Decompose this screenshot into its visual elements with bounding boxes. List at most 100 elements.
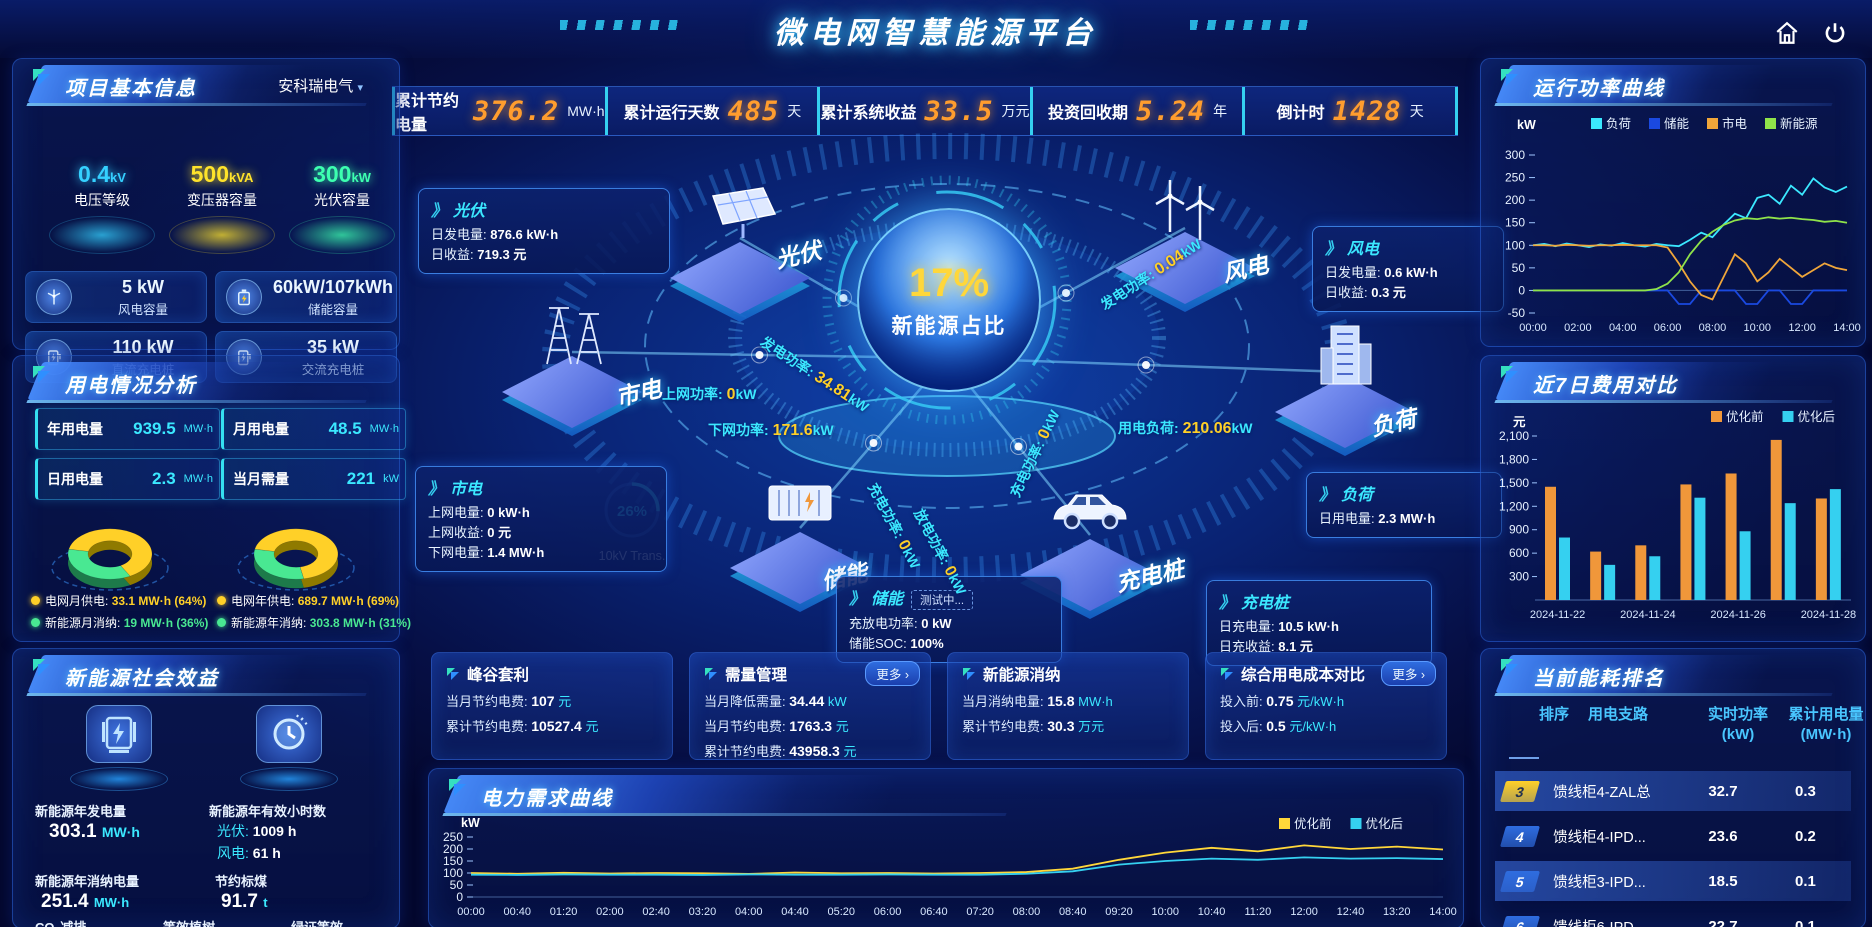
kpi-value: 5.24 [1136,95,1206,127]
svg-text:04:00: 04:00 [735,906,763,918]
power-button[interactable] [1816,14,1854,52]
svg-text:05:20: 05:20 [828,906,856,918]
svg-text:2024-11-24: 2024-11-24 [1620,609,1675,621]
battery-icon [226,279,262,315]
usage-stat-value: 48.5 [328,419,362,438]
kpi-stats-bar: 累计节约电量 376.2 MW·h 累计运行天数 485 天累计系统收益 33.5 万元 投资回… [392,86,1458,136]
card-row: 累计节约电费: 30.3 万元 [962,718,1105,734]
rank-col-header-0: 排序 [1538,706,1569,723]
svg-text:新能源: 新能源 [1780,116,1818,131]
podium-label: 变压器容量 [187,192,257,208]
benefit-icon-0 [59,705,179,791]
panel-corner-icon [1501,366,1518,383]
svg-text:250: 250 [1505,171,1525,185]
svg-text:06:00: 06:00 [874,906,902,918]
svg-text:00:40: 00:40 [504,906,532,918]
realtime-power: 23.6 [1708,827,1738,845]
usage-stat-value: 221 [346,469,376,488]
table-row[interactable]: 4 馈线柜4-IPD... 23.6 0.2 [1495,816,1851,856]
card-corner-icon [705,668,717,680]
donut-legend-item-3: 新能源年消纳: 303.8 MW·h (31%) [217,614,411,631]
total-energy: 0.1 [1795,872,1816,890]
svg-text:1,200: 1,200 [1499,499,1529,513]
svg-text:2,100: 2,100 [1499,429,1529,443]
building-icon [1307,318,1383,399]
donut-legend-item-0: 电网月供电: 33.1 MW·h (64%) [31,592,206,609]
card-corner-icon [963,668,975,680]
kpi-label: 累计节约电量 [395,93,460,134]
svg-text:08:40: 08:40 [1059,906,1087,918]
kpi-unit: MW·h [567,103,605,119]
svg-text:元: 元 [1513,415,1526,429]
tile-value: 60kW/107kWh [272,276,394,297]
kpi-label: 投资回收期 [1048,105,1129,122]
new-energy-ratio-orb: 17% 新能源占比 [857,208,1041,392]
kpi-value: 33.5 [924,95,994,127]
node-solar: 光伏 [665,178,824,322]
usage-stat-value: 939.5 [133,419,176,438]
podium-value: 0.4kV [78,161,126,187]
svg-text:50: 50 [450,878,464,892]
panel-demand-curve: 电力需求曲线 kW 250 200 150 100 50 0 00:00 00:40 01:20 0… [428,768,1464,927]
chevron-down-icon: ▾ [357,82,363,94]
info-box-row: 日收益: 719.3 元 [431,247,527,262]
kpi-item-1: 累计运行天数 485 天 [604,87,818,135]
info-box-风电: 》风电 日发电量: 0.6 kW·h 日收益: 0.3 元 [1312,226,1504,312]
benefit-gen-value: 303.1 MW·h [49,821,140,842]
info-box-row: 日发电量: 876.6 kW·h [431,227,559,242]
svg-text:12:40: 12:40 [1337,906,1365,918]
podium-label: 光伏容量 [314,192,370,208]
benefit-b-value-0: 251.4 MW·h [41,891,130,912]
card-2: 新能源消纳 当月消纳电量: 15.8 MW·h 累计节约电费: 30.3 万元 [947,652,1189,760]
svg-text:150: 150 [443,854,463,868]
node-container: 储能 [725,468,875,612]
info-box-row: 上网收益: 0 元 [428,525,512,540]
benefit-icon-1 [229,705,349,791]
tile-label: 风电容量 [117,302,168,317]
card-title: 新能源消纳 [962,663,1174,685]
page-title: 微电网智慧能源平台 [774,17,1098,50]
podium-glow [49,216,155,254]
realtime-power: 22.7 [1708,917,1738,927]
svg-text:100: 100 [443,866,463,880]
card-row: 当月节约电费: 1763.3 元 [704,718,849,734]
new-energy-ratio-label: 新能源占比 [891,314,1007,338]
info-box-title: 》负荷 [1319,487,1374,504]
svg-text:1,800: 1,800 [1499,452,1529,466]
rank-col-header-1: 用电支路 [1587,706,1648,723]
info-box-title: 》光伏 [431,203,486,220]
more-button[interactable]: 更多 › [865,661,920,686]
panel-corner-icon [449,779,466,796]
usage-stat-unit: MW·h [183,473,213,485]
kpi-label: 倒计时 [1276,105,1325,122]
svg-text:06:00: 06:00 [1654,322,1682,334]
podium-value: 300kW [313,161,371,187]
info-box-row: 日收益: 0.3 元 [1325,285,1406,300]
panel-corner-icon [1501,659,1518,676]
chevrons-right-icon: 》 [431,203,448,220]
panel-power-curve: 运行功率曲线 kW 300 250 200 150 100 50 0 -50 00:00 02:00… [1480,58,1866,347]
more-button[interactable]: 更多 › [1381,661,1436,686]
donut-legend-item-2: 新能源月消纳: 19 MW·h (36%) [31,614,208,631]
company-selector[interactable]: 安科瑞电气 ▾ [278,78,363,95]
svg-text:02:00: 02:00 [1564,322,1592,334]
table-row[interactable]: 3 馈线柜4-ZAL总 32.7 0.3 [1495,771,1851,811]
home-button[interactable] [1768,14,1806,52]
card-0: 峰谷套利 当月节约电费: 107 元累计节约电费: 10527.4 元 [431,652,673,760]
card-corner-icon [447,668,459,680]
podium-label: 电压等级 [74,192,130,208]
wind-icon [36,279,72,315]
tile-text: 5 kW 风电容量 [80,277,206,318]
table-row[interactable]: 5 馈线柜3-IPD... 18.5 0.1 [1495,861,1851,901]
kpi-unit: 天 [1409,103,1424,119]
podium-value: 500kVA [190,161,254,187]
svg-text:100: 100 [1505,238,1525,252]
tile-label: 储能容量 [307,302,358,317]
kpi-item-3: 投资回收期 5.24 年 [1029,87,1243,135]
kpi-unit: 万元 [1001,103,1030,119]
title-decoration-left [560,20,680,30]
panel-corner-icon [33,69,50,86]
table-row[interactable]: 6 馈线柜6-IPD 22.7 0.1 [1495,906,1851,927]
